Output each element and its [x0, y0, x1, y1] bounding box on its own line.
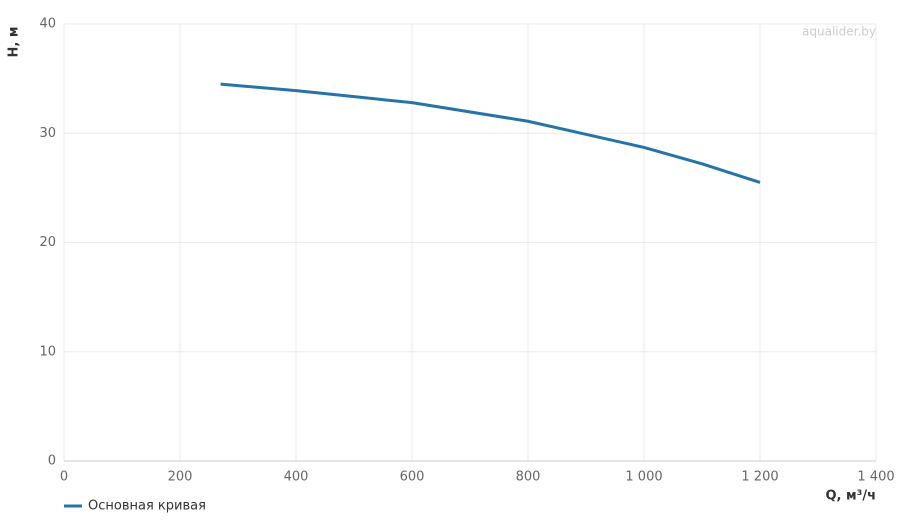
x-tick-label: 600: [400, 470, 425, 485]
x-tick-label: 1 000: [625, 470, 662, 485]
x-axis-title: Q, м³/ч: [825, 489, 876, 504]
y-tick-label: 20: [39, 235, 56, 250]
y-axis-title: H, м: [7, 27, 22, 58]
y-tick-label: 0: [48, 454, 56, 469]
line-series: [220, 82, 761, 184]
x-tick-label: 0: [60, 470, 68, 485]
x-tick-label: 800: [516, 470, 541, 485]
y-tick-label: 40: [39, 17, 56, 32]
watermark: aqualider.by: [802, 25, 876, 39]
y-tick-label: 30: [39, 126, 56, 141]
x-tick-label: 400: [284, 470, 309, 485]
y-tick-label: 10: [39, 344, 56, 359]
x-tick-label: 200: [168, 470, 193, 485]
x-tick-label: 1 400: [857, 470, 894, 485]
legend-label: Основная кривая: [88, 499, 206, 514]
x-tick-label: 1 200: [741, 470, 778, 485]
